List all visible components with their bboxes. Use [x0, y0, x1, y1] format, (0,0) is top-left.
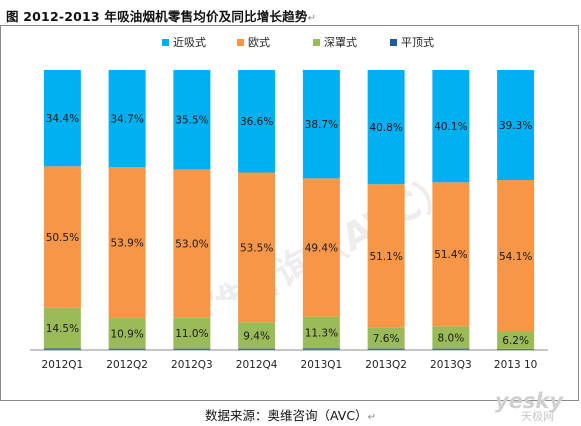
data-label-7-3: 39.3%: [499, 120, 532, 132]
data-label-0-2: 50.5%: [46, 232, 79, 244]
bar-segment-3-3: [238, 70, 276, 173]
legend: 近吸式 欧式 深罩式 平顶式: [162, 36, 434, 49]
return-mark: ↵: [307, 13, 317, 24]
bar-segment-4-2: [302, 178, 340, 317]
data-label-2-1: 11.0%: [175, 328, 208, 340]
data-label-6-1: 8.0%: [438, 332, 465, 344]
bar-segment-0-1: [43, 307, 81, 349]
bar-segment-6-0: [432, 348, 470, 350]
bar-segment-2-2: [173, 169, 211, 318]
bar-segment-7-0: [497, 348, 535, 350]
legend-label-0: 近吸式: [173, 36, 206, 49]
x-tick-label-2: 2012Q3: [171, 359, 213, 371]
x-tick-label-3: 2012Q4: [236, 359, 278, 371]
bar-segment-7-3: [497, 70, 535, 181]
logo-text: yesky: [495, 389, 564, 413]
bar-segment-2-1: [173, 317, 211, 349]
data-label-0-1: 14.5%: [46, 323, 79, 335]
bar-segment-1-1: [108, 318, 146, 349]
logo-sub-text: 天极网: [521, 409, 554, 422]
legend-swatch-0: [162, 39, 169, 46]
data-label-3-2: 53.5%: [240, 242, 273, 254]
data-label-3-3: 36.6%: [240, 116, 273, 128]
x-tick-label-7: 2013 10: [494, 359, 537, 371]
bar-segment-1-2: [108, 167, 146, 319]
data-label-0-3: 34.4%: [46, 113, 79, 125]
data-label-6-2: 51.4%: [434, 249, 467, 261]
bar-segment-4-3: [302, 70, 340, 179]
legend-label-3: 平顶式: [401, 36, 434, 49]
legend-label-2: 深罩式: [324, 36, 357, 49]
bar-segment-6-3: [432, 70, 470, 183]
bar-segment-5-2: [367, 184, 405, 328]
x-tick-labels: 2012Q1 2012Q2 2012Q3 2012Q4 2013Q1 2013Q2 2013…: [42, 359, 538, 371]
data-label-6-3: 40.1%: [434, 121, 467, 133]
data-label-7-2: 54.1%: [499, 251, 532, 263]
bar-segment-7-1: [497, 331, 535, 349]
bar-segment-3-0: [238, 348, 276, 350]
data-label-3-1: 9.4%: [243, 330, 270, 342]
bar-segment-1-0: [108, 348, 146, 350]
legend-swatch-1: [237, 39, 244, 46]
data-label-4-1: 11.3%: [305, 328, 338, 340]
bar-segment-5-3: [367, 70, 405, 185]
bar-segment-2-0: [173, 348, 211, 350]
data-label-4-3: 38.7%: [305, 119, 338, 131]
bar-segment-5-1: [367, 327, 405, 349]
source-note: 数据来源：奥维咨询（AVC）↵: [205, 408, 376, 423]
x-tick-label-4: 2013Q1: [301, 359, 343, 371]
data-label-4-2: 49.4%: [305, 243, 338, 255]
bar-segment-4-0: [302, 348, 340, 350]
bar-segment-3-1: [238, 322, 276, 349]
bar-segment-3-2: [238, 172, 276, 323]
bars: [43, 70, 535, 350]
data-label-5-1: 7.6%: [373, 333, 400, 345]
x-tick-label-6: 2013Q3: [430, 359, 472, 371]
bar-segment-5-0: [367, 348, 405, 350]
data-label-1-1: 10.9%: [110, 328, 143, 340]
bar-segment-1-3: [108, 70, 146, 168]
bar-segment-7-2: [497, 180, 535, 332]
x-tick-label-1: 2012Q2: [106, 359, 148, 371]
data-label-2-3: 35.5%: [175, 115, 208, 127]
data-label-5-2: 51.1%: [369, 251, 402, 263]
bar-segment-6-2: [432, 182, 470, 327]
bar-segment-0-0: [43, 348, 81, 350]
chart-frame: [0, 25, 579, 401]
bar-segment-0-3: [43, 70, 81, 167]
legend-swatch-2: [313, 39, 320, 46]
data-labels: 14.5% 50.5% 34.4% 10.9% 53.9% 34.7% 11.0% 53.0%…: [46, 113, 533, 347]
legend-swatch-3: [390, 39, 397, 46]
x-tick-label-0: 2012Q1: [42, 359, 84, 371]
chart-title: 图 2012-2013 年吸油烟机零售均价及同比增长趋势↵: [6, 9, 317, 24]
bar-segment-0-2: [43, 166, 81, 308]
yesky-logo: yesky 天极网: [495, 389, 564, 422]
data-label-5-3: 40.8%: [369, 122, 402, 134]
legend-label-1: 欧式: [248, 36, 270, 49]
x-tick-label-5: 2013Q2: [365, 359, 407, 371]
data-label-7-1: 6.2%: [502, 335, 529, 347]
data-label-1-3: 34.7%: [110, 114, 143, 126]
return-mark: ↵: [367, 412, 376, 423]
bar-segment-4-1: [302, 316, 340, 349]
bar-segment-6-1: [432, 326, 470, 349]
data-label-1-2: 53.9%: [110, 238, 143, 250]
bar-segment-2-3: [173, 70, 211, 170]
data-label-2-2: 53.0%: [175, 239, 208, 251]
